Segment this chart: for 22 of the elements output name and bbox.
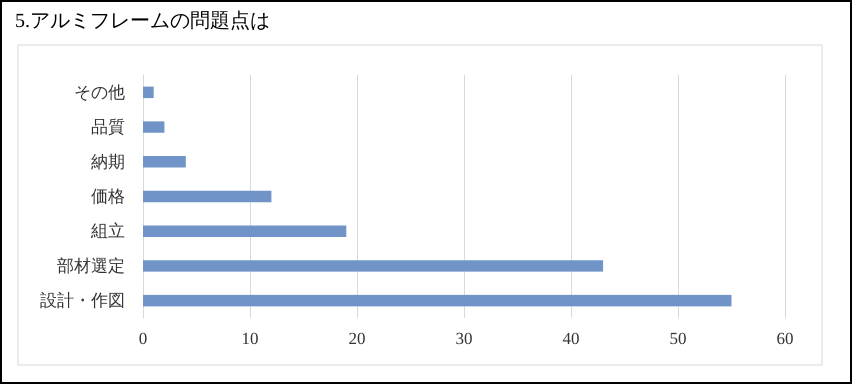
bar	[143, 225, 346, 237]
y-tick-label: 価格	[91, 187, 125, 206]
bar	[143, 294, 732, 306]
x-tick-label: 50	[670, 329, 686, 348]
bar	[143, 190, 272, 202]
y-tick-label: 組立	[90, 222, 125, 241]
y-tick-label: 設計・作図	[40, 291, 125, 310]
x-tick-label: 30	[456, 329, 472, 348]
y-tick-label: その他	[74, 82, 125, 102]
x-tick-label: 0	[138, 329, 148, 348]
bar	[143, 260, 604, 272]
y-tick-label: 部材選定	[57, 256, 125, 276]
bar	[143, 86, 154, 98]
y-tick-label: 納期	[91, 152, 125, 172]
x-tick-label: 60	[776, 329, 794, 348]
x-tick-label: 20	[348, 329, 366, 348]
chart-title: 5.アルミフレームの問題点は	[15, 10, 270, 32]
bar	[143, 121, 164, 133]
y-tick-label: 品質	[91, 118, 125, 137]
bar	[143, 156, 186, 168]
x-tick-label: 10	[242, 329, 258, 348]
x-tick-label: 40	[562, 329, 580, 348]
